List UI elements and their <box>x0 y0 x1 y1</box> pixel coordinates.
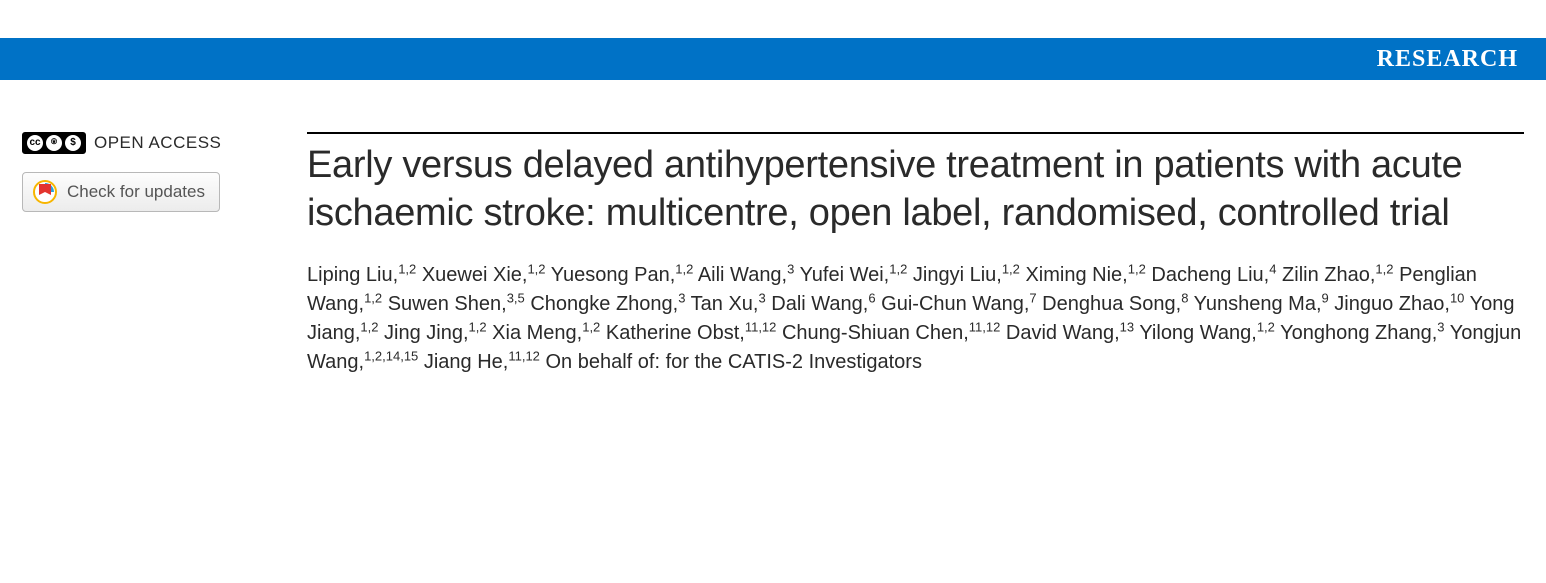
author-affiliation: 3 <box>1437 319 1444 334</box>
author-affiliation: 11,12 <box>969 319 1001 334</box>
author-affiliation: 1,2 <box>1128 261 1146 276</box>
author: Yonghong Zhang,3 <box>1280 322 1444 344</box>
author-affiliation: 1,2 <box>364 290 382 305</box>
author-affiliation: 3 <box>787 261 794 276</box>
content-row: cc ⍟ $ OPEN ACCESS Check for updates Ear… <box>0 80 1546 377</box>
author-affiliation: 1,2 <box>1257 319 1275 334</box>
article-header: Early versus delayed antihypertensive tr… <box>307 132 1524 377</box>
author-affiliation: 11,12 <box>508 348 540 363</box>
author-affiliation: 1,2 <box>398 261 416 276</box>
check-updates-button[interactable]: Check for updates <box>22 172 220 212</box>
author-affiliation: 4 <box>1269 261 1276 276</box>
author-affiliation: 1,2 <box>582 319 600 334</box>
author: Jiang He,11,12 <box>424 351 540 373</box>
author: David Wang,13 <box>1006 322 1134 344</box>
author: Yuesong Pan,1,2 <box>551 264 694 286</box>
author-affiliation: 3 <box>678 290 685 305</box>
author-affiliation: 1,2 <box>469 319 487 334</box>
author-affiliation: 9 <box>1322 290 1329 305</box>
author: Yunsheng Ma,9 <box>1194 293 1329 315</box>
author: Denghua Song,8 <box>1042 293 1188 315</box>
author-affiliation: 1,2 <box>527 261 545 276</box>
by-icon: ⍟ <box>46 135 62 151</box>
author: Suwen Shen,3,5 <box>388 293 525 315</box>
author-affiliation: 1,2 <box>675 261 693 276</box>
nc-icon: $ <box>65 135 81 151</box>
author-affiliation: 7 <box>1029 290 1036 305</box>
cc-license-icon: cc ⍟ $ <box>22 132 86 154</box>
author: Dali Wang,6 <box>771 293 875 315</box>
crossmark-icon <box>33 180 57 204</box>
author-affiliation: 1,2 <box>1002 261 1020 276</box>
author-affiliation: 3,5 <box>507 290 525 305</box>
author: Chung-Shiuan Chen,11,12 <box>782 322 1000 344</box>
author: Tan Xu,3 <box>691 293 766 315</box>
author-affiliation: 8 <box>1181 290 1188 305</box>
sidebar: cc ⍟ $ OPEN ACCESS Check for updates <box>22 132 287 377</box>
author: Xuewei Xie,1,2 <box>422 264 546 286</box>
author: Liping Liu,1,2 <box>307 264 416 286</box>
author: Zilin Zhao,1,2 <box>1282 264 1393 286</box>
author: Jinguo Zhao,10 <box>1334 293 1464 315</box>
cc-icon: cc <box>27 135 43 151</box>
author: Chongke Zhong,3 <box>530 293 685 315</box>
check-updates-label: Check for updates <box>67 182 205 202</box>
author: Yilong Wang,1,2 <box>1139 322 1275 344</box>
author: Jingyi Liu,1,2 <box>913 264 1020 286</box>
author-affiliation: 10 <box>1450 290 1464 305</box>
author-affiliation: 11,12 <box>745 319 777 334</box>
section-banner: RESEARCH <box>0 38 1546 80</box>
author: Jing Jing,1,2 <box>384 322 487 344</box>
author: Katherine Obst,11,12 <box>606 322 777 344</box>
author-trailing: On behalf of: for the CATIS-2 Investigat… <box>545 351 921 373</box>
section-banner-label: RESEARCH <box>1377 46 1518 73</box>
author-affiliation: 3 <box>758 290 765 305</box>
author-affiliation: 1,2,14,15 <box>364 348 418 363</box>
author: Yufei Wei,1,2 <box>800 264 908 286</box>
author-affiliation: 1,2 <box>1375 261 1393 276</box>
author: Ximing Nie,1,2 <box>1025 264 1145 286</box>
author-affiliation: 1,2 <box>360 319 378 334</box>
author-affiliation: 13 <box>1120 319 1134 334</box>
open-access-label: OPEN ACCESS <box>94 133 221 153</box>
author-affiliation: 6 <box>868 290 875 305</box>
author: Aili Wang,3 <box>698 264 795 286</box>
article-title: Early versus delayed antihypertensive tr… <box>307 142 1524 237</box>
author: Gui-Chun Wang,7 <box>881 293 1036 315</box>
author: Dacheng Liu,4 <box>1151 264 1276 286</box>
open-access-badge: cc ⍟ $ OPEN ACCESS <box>22 132 287 154</box>
author-affiliation: 1,2 <box>889 261 907 276</box>
author-list: Liping Liu,1,2 Xuewei Xie,1,2 Yuesong Pa… <box>307 261 1524 377</box>
author: Xia Meng,1,2 <box>492 322 600 344</box>
